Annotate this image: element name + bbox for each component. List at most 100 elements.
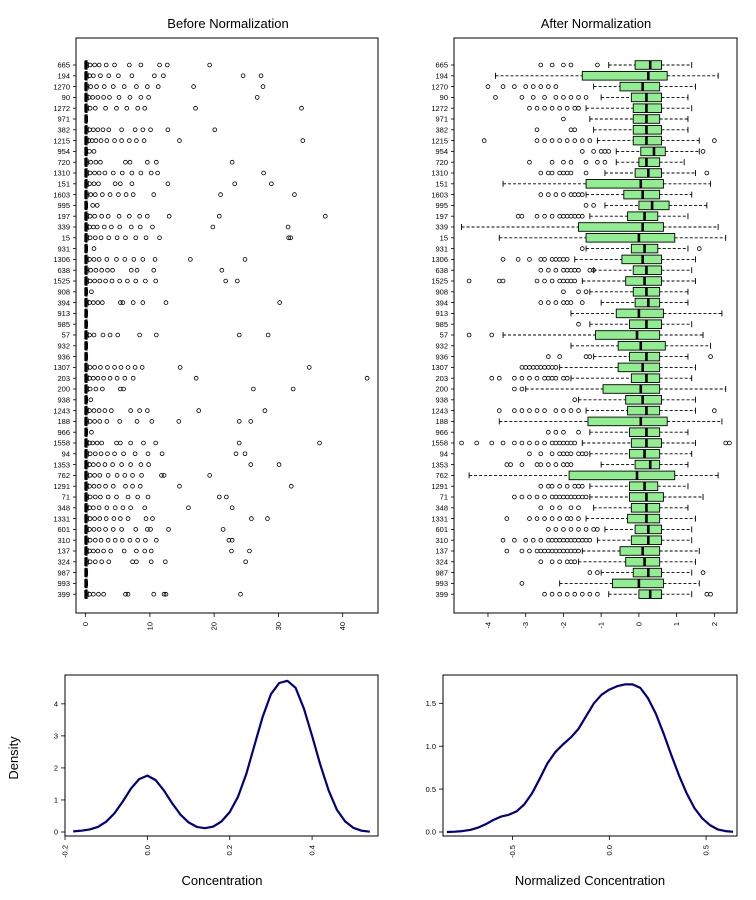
outlier-point [466,278,472,284]
outlier-point [103,105,108,111]
outlier-point [542,591,547,597]
outlier-point [557,505,562,511]
outlier-point [143,537,148,543]
outlier-point [712,408,717,413]
outlier-point [87,62,93,68]
outlier-point [557,559,562,565]
outlier-point [276,462,282,467]
outlier-point [564,138,570,143]
outlier-point [109,224,114,230]
outlier-point [286,235,291,241]
sample-label: 194 [57,72,70,81]
outlier-point [500,440,506,446]
outlier-point [512,386,517,392]
outlier-point [572,548,578,554]
outlier-point [364,375,370,381]
outlier-point [100,127,106,133]
sample-after-94: 94 [440,449,693,459]
before-plot-frame [75,37,379,614]
sample-after-203: 203 [435,373,693,383]
x-tick-label: -2 [559,622,568,629]
outlier-point [534,494,540,500]
outlier-point [98,159,103,165]
outlier-point [553,300,559,305]
sample-before-1310: 1310 [53,168,266,178]
outlier-point [500,537,506,543]
outlier-point [553,527,559,532]
box [619,546,661,556]
sample-after-932: 932 [435,341,712,351]
outlier-point [96,62,102,68]
box [627,405,661,416]
outlier-point [114,375,120,381]
outlier-point [700,149,706,154]
outlier-point [564,537,570,543]
box [617,362,661,373]
outlier-point [708,354,713,359]
outlier-point [140,257,146,262]
outlier-point [87,527,92,532]
outlier-point [101,591,106,597]
outlier-point [288,235,293,241]
outlier-point [519,365,525,370]
sample-label: 987 [57,568,70,577]
outlier-point [92,473,97,478]
outlier-point [723,440,728,446]
outlier-point [132,451,138,457]
sample-label: 137 [57,547,70,556]
outlier-point [512,408,517,413]
sample-after-1310: 1310 [431,168,710,178]
outlier-point [242,451,248,457]
sample-before-1270: 1270 [53,81,266,92]
sample-before-971: 971 [57,114,89,124]
y-tick-label: 1.5 [426,699,436,708]
outlier-point [549,105,555,111]
outlier-point [193,375,199,381]
outlier-point [91,408,97,413]
outlier-point [583,159,589,165]
outlier-point [249,516,254,521]
outlier-point [549,548,555,554]
outlier-point [146,462,151,467]
sample-after-665: 665 [435,60,693,70]
outlier-point [557,105,562,111]
outlier-point [154,332,159,338]
sample-label: 971 [57,115,70,124]
outlier-point [110,462,115,467]
outlier-point [164,62,170,68]
outlier-point [88,159,94,165]
outlier-point [86,138,92,143]
outlier-point [143,516,149,521]
sample-label: 382 [57,126,70,135]
outlier-point [145,213,150,219]
outlier-point [95,375,101,381]
outlier-point [576,192,581,197]
outlier-point [576,516,581,521]
outlier-point [561,537,566,543]
outlier-point [579,138,585,143]
outlier-point [100,332,106,338]
outlier-point [572,213,578,219]
outlier-point [576,321,581,327]
outlier-point [557,537,562,543]
outlier-point [557,278,562,284]
sample-after-936: 936 [435,351,713,362]
outlier-point [561,278,566,284]
before-title: Before Normalization [167,16,288,31]
outlier-point [155,84,161,89]
outlier-point [527,365,532,370]
outlier-point [154,159,159,165]
sample-label: 762 [57,471,70,480]
sample-label: 1243 [53,406,70,415]
box [587,416,668,427]
outlier-point [519,440,525,446]
outlier-point [553,192,559,197]
density_after-plot: 0.0 0.5 1.0 1.5 -0.5 0.0 0.5 [426,674,738,858]
outlier-point [91,548,96,554]
sample-label: 1603 [431,190,448,199]
sample-before-720: 720 [57,157,235,167]
outlier-point [568,462,574,467]
outlier-point [123,591,128,597]
sample-label: 938 [57,396,70,405]
outlier-point [161,73,166,79]
